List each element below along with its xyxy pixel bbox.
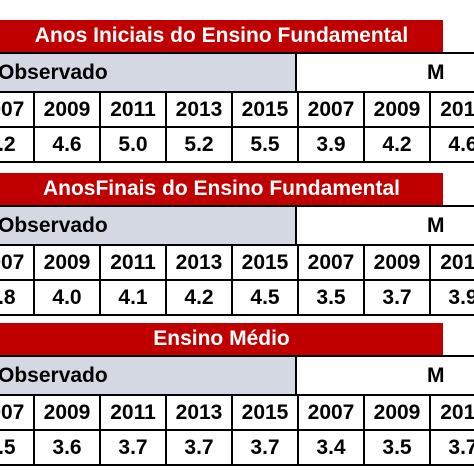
year-cell: 2011 bbox=[101, 93, 167, 128]
year-cell: 2007 bbox=[299, 246, 365, 281]
year-cell: 2011 bbox=[431, 396, 474, 431]
value-cell: 3.7 bbox=[167, 431, 233, 466]
value-cell: 3.7 bbox=[101, 431, 167, 466]
year-cell: 2009 bbox=[365, 396, 431, 431]
year-cell: 2007 bbox=[0, 396, 35, 431]
value-cell: 3.7 bbox=[365, 281, 431, 316]
year-cell: 2009 bbox=[35, 93, 101, 128]
value-cell: 4.0 bbox=[35, 281, 101, 316]
observed-header: B Observado bbox=[0, 355, 297, 396]
year-cell: 2013 bbox=[167, 93, 233, 128]
section-title: Ensino Médio bbox=[0, 321, 443, 355]
year-cell: 2009 bbox=[365, 93, 431, 128]
value-cell: 3.5 bbox=[365, 431, 431, 466]
value-cell: 3.8 bbox=[0, 281, 35, 316]
meta-header: M bbox=[297, 205, 474, 246]
year-cell: 2011 bbox=[101, 396, 167, 431]
year-row: 2007 2009 2011 2013 2015 2007 2009 2011 bbox=[0, 396, 474, 431]
year-cell: 2011 bbox=[101, 246, 167, 281]
observed-header: B Observado bbox=[0, 52, 297, 93]
value-cell: 4.6 bbox=[35, 128, 101, 163]
year-cell: 2013 bbox=[167, 246, 233, 281]
value-cell: 3.4 bbox=[299, 431, 365, 466]
value-cell: 3.9 bbox=[431, 281, 474, 316]
year-cell: 2011 bbox=[431, 246, 474, 281]
year-cell: 2015 bbox=[233, 246, 299, 281]
year-row: 2007 2009 2011 2013 2015 2007 2009 2011 bbox=[0, 93, 474, 128]
value-cell: 5.5 bbox=[233, 128, 299, 163]
year-cell: 2007 bbox=[299, 93, 365, 128]
value-cell: 3.5 bbox=[0, 431, 35, 466]
value-cell: 4.2 bbox=[365, 128, 431, 163]
year-cell: 2009 bbox=[35, 396, 101, 431]
year-cell: 2015 bbox=[233, 396, 299, 431]
meta-header: M bbox=[297, 52, 474, 93]
value-cell: 4.5 bbox=[233, 281, 299, 316]
year-cell: 2015 bbox=[233, 93, 299, 128]
year-cell: 2009 bbox=[365, 246, 431, 281]
year-cell: 2009 bbox=[35, 246, 101, 281]
value-cell: 3.6 bbox=[35, 431, 101, 466]
value-cell: 3.5 bbox=[299, 281, 365, 316]
value-cell: 4.1 bbox=[101, 281, 167, 316]
meta-header: M bbox=[297, 355, 474, 396]
section-title: Anos Iniciais do Ensino Fundamental bbox=[0, 18, 443, 52]
value-cell: 5.0 bbox=[101, 128, 167, 163]
year-cell: 2007 bbox=[0, 93, 35, 128]
value-cell: 4.2 bbox=[0, 128, 35, 163]
observed-header: B Observado bbox=[0, 205, 297, 246]
value-cell: 4.6 bbox=[431, 128, 474, 163]
value-cell: 3.7 bbox=[233, 431, 299, 466]
section-title: AnosFinais do Ensino Fundamental bbox=[0, 171, 443, 205]
value-row: 3.8 4.0 4.1 4.2 4.5 3.5 3.7 3.9 bbox=[0, 281, 474, 316]
value-cell: 4.2 bbox=[167, 281, 233, 316]
value-row: 3.5 3.6 3.7 3.7 3.7 3.4 3.5 3.7 bbox=[0, 431, 474, 466]
year-row: 2007 2009 2011 2013 2015 2007 2009 2011 bbox=[0, 246, 474, 281]
year-cell: 2011 bbox=[431, 93, 474, 128]
year-cell: 2013 bbox=[167, 396, 233, 431]
value-cell: 5.2 bbox=[167, 128, 233, 163]
value-row: 4.2 4.6 5.0 5.2 5.5 3.9 4.2 4.6 bbox=[0, 128, 474, 163]
value-cell: 3.7 bbox=[431, 431, 474, 466]
value-cell: 3.9 bbox=[299, 128, 365, 163]
year-cell: 2007 bbox=[0, 246, 35, 281]
year-cell: 2007 bbox=[299, 396, 365, 431]
